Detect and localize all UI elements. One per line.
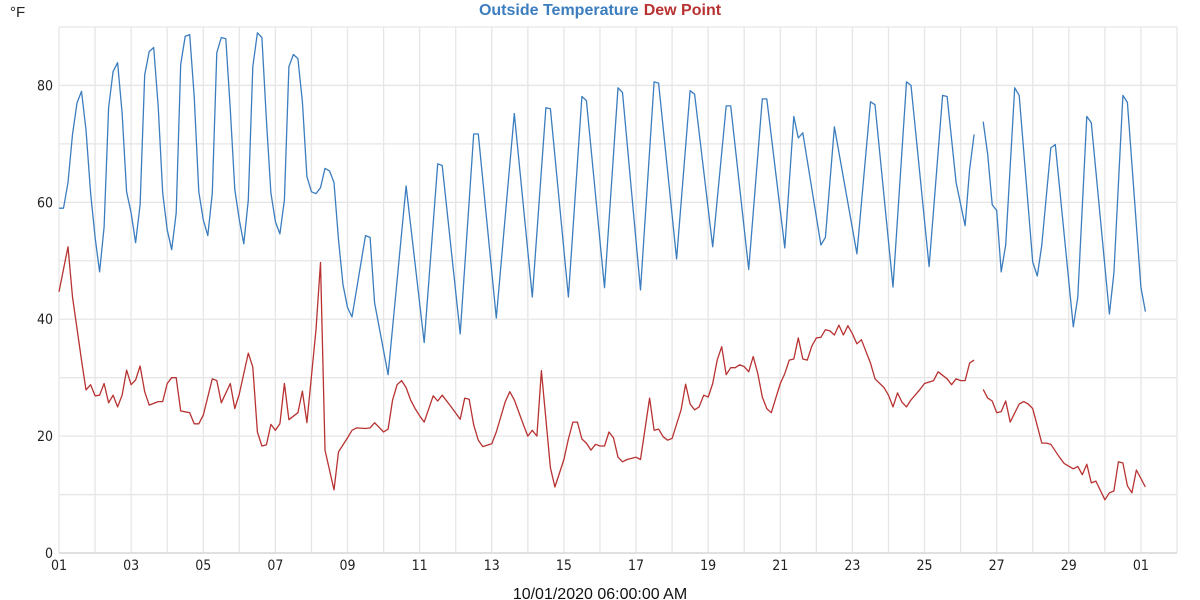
y-axis-ticks: 0 20 40 60 80	[37, 78, 53, 562]
x-tick-label: 19	[700, 558, 716, 574]
x-tick-label: 01	[51, 558, 67, 574]
chart-title: Outside Temperature Dew Point	[479, 2, 722, 19]
x-axis-crosshair-label: 10/01/2020 06:00:00 AM	[513, 586, 687, 600]
x-tick-label: 17	[628, 558, 644, 574]
y-tick-label: 0	[45, 546, 53, 562]
dew-point-line	[58, 246, 1146, 501]
x-tick-label: 29	[1061, 558, 1077, 574]
series-lines	[58, 32, 1147, 501]
y-tick-label: 80	[37, 78, 53, 94]
title-outside-temperature: Outside Temperature	[479, 2, 639, 19]
x-tick-label: 25	[917, 558, 933, 574]
x-tick-label: 13	[484, 558, 500, 574]
x-tick-label: 07	[267, 558, 283, 574]
x-tick-label: 15	[556, 558, 572, 574]
x-tick-label: 27	[989, 558, 1005, 574]
x-tick-label: 11	[412, 558, 428, 574]
x-tick-label: 03	[123, 558, 139, 574]
y-tick-label: 40	[37, 312, 53, 328]
y-axis-unit-label: °F	[10, 4, 25, 21]
x-tick-label: 23	[844, 558, 860, 574]
y-tick-label: 60	[37, 195, 53, 211]
x-tick-label: 21	[772, 558, 788, 574]
grid-lines	[58, 26, 1178, 554]
x-tick-label: 01	[1133, 558, 1149, 574]
x-tick-label: 09	[340, 558, 356, 574]
x-tick-label: 05	[195, 558, 211, 574]
outside-temperature-line	[59, 32, 1147, 376]
y-tick-label: 20	[37, 429, 53, 445]
x-axis-ticks: 01 03 05 07 09 11 13 15 17 19 21 23 25 27 29 01	[51, 558, 1149, 574]
title-dew-point: Dew Point	[644, 2, 722, 19]
